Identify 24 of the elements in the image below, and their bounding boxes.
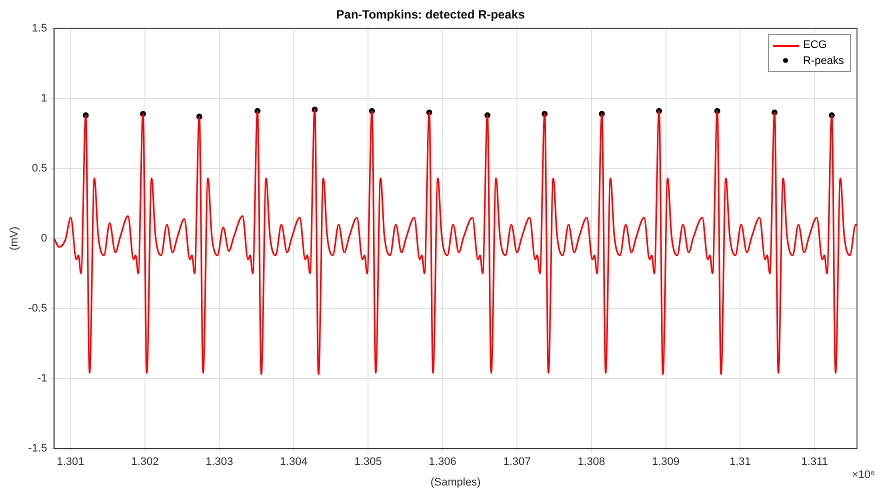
y-tick-label: 0 bbox=[41, 232, 48, 245]
y-tick-label: -0.5 bbox=[28, 302, 48, 315]
x-axis-title: (Samples) bbox=[430, 476, 481, 488]
x-tick-label: 1.306 bbox=[428, 456, 456, 468]
chart-title: Pan-Tompkins: detected R-peaks bbox=[336, 8, 526, 22]
legend-label: ECG bbox=[803, 39, 827, 52]
y-tick-label: 0.5 bbox=[32, 162, 48, 174]
y-tick-label: 1 bbox=[41, 92, 48, 104]
x-tick-label: 1.303 bbox=[206, 456, 234, 468]
x-tick-label: 1.301 bbox=[56, 456, 84, 468]
x-tick-label: 1.304 bbox=[280, 456, 308, 468]
x-tick-label: 1.305 bbox=[354, 456, 382, 468]
x-tick-label: 1.308 bbox=[578, 456, 606, 468]
y-tick-label: 1.5 bbox=[32, 22, 48, 34]
x-tick-label: 1.309 bbox=[652, 456, 680, 468]
y-tick-label: -1.5 bbox=[28, 442, 48, 455]
y-tick-label: -1 bbox=[37, 372, 48, 385]
x-tick-label: 1.311 bbox=[801, 456, 828, 468]
legend-label: R-peaks bbox=[803, 55, 844, 68]
text: ×10⁶ bbox=[852, 468, 875, 481]
x-tick-label: 1.302 bbox=[131, 456, 159, 468]
y-axis-title: (mV) bbox=[8, 226, 21, 250]
x-tick-label: 1.307 bbox=[503, 456, 531, 468]
x-tick-label: 1.31 bbox=[729, 456, 751, 468]
